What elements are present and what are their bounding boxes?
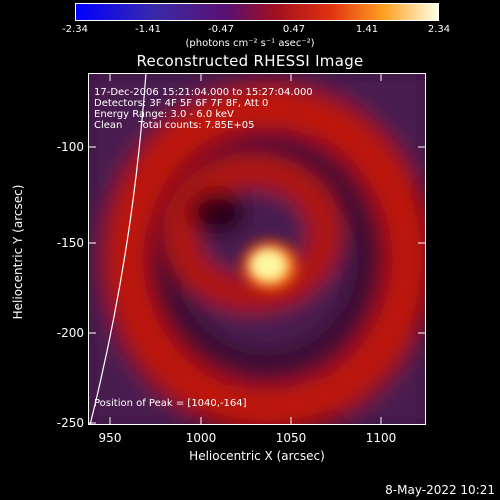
colorbar-unit: (photons cm⁻² s⁻¹ asec⁻²) — [185, 38, 315, 49]
detectors: Detectors: 3F 4F 5F 6F 7F 8F, Att 0 — [94, 98, 269, 109]
colorbar-tick: 2.34 — [427, 24, 451, 35]
y-tick: -200 — [56, 326, 84, 340]
x-tick: 950 — [98, 431, 122, 445]
x-tick: 1050 — [275, 431, 307, 445]
timestamp: 8-May-2022 10:21 — [385, 483, 495, 497]
colorbar-tick: 1.41 — [355, 24, 379, 35]
y-axis-label: Heliocentric Y (arcsec) — [11, 184, 25, 320]
x-tick: 1100 — [365, 431, 397, 445]
colorbar-tick: -2.34 — [62, 24, 88, 35]
rhessi-image — [88, 73, 426, 425]
image-title: Reconstructed RHESSI Image — [136, 52, 364, 70]
colorbar-tick: -0.47 — [208, 24, 234, 35]
colorbar-tick: -1.41 — [135, 24, 161, 35]
y-tick: -100 — [56, 140, 84, 154]
peak-position: Position of Peak = [1040,-164] — [94, 398, 247, 409]
colorbar — [75, 3, 439, 21]
energy-range: Energy Range: 3.0 - 6.0 keV — [94, 109, 234, 120]
x-tick: 1000 — [185, 431, 217, 445]
y-tick: -250 — [56, 416, 84, 430]
colorbar-tick: 0.47 — [282, 24, 306, 35]
plot-frame — [88, 73, 426, 425]
clean-counts: Clean Total counts: 7.85E+05 — [94, 120, 255, 131]
time-range: 17-Dec-2006 15:21:04.000 to 15:27:04.000 — [94, 87, 313, 98]
x-axis-label: Heliocentric X (arcsec) — [189, 449, 325, 463]
y-tick: -150 — [56, 236, 84, 250]
